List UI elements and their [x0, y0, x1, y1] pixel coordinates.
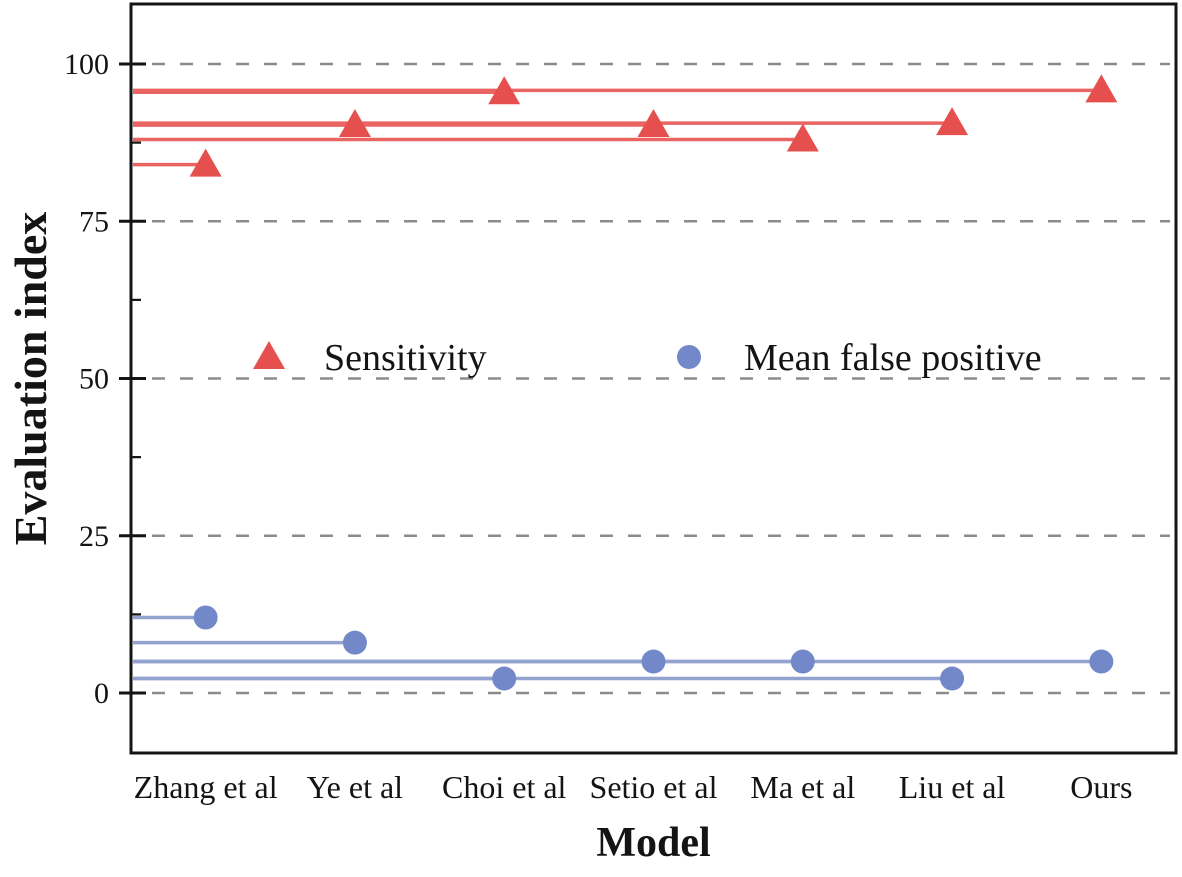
y-tick-label: 25 [79, 520, 109, 553]
legend-sensitivity-marker [253, 341, 285, 369]
x-category-label: Ma et al [750, 769, 855, 805]
mfp-point-1 [342, 630, 367, 655]
x-category-label: Choi et al [442, 769, 567, 805]
y-tick-label: 100 [64, 48, 109, 81]
x-category-label: Ye et al [307, 769, 403, 805]
legend-mfp-marker [677, 345, 701, 369]
sensitivity-point-4 [786, 123, 819, 152]
y-tick-label: 75 [79, 205, 109, 238]
x-category-label: Liu et al [899, 769, 1006, 805]
x-category-label: Setio et al [590, 769, 718, 805]
mfp-point-6 [1089, 649, 1114, 674]
legend-sensitivity-label: Sensitivity [324, 337, 487, 379]
mfp-point-5 [940, 666, 965, 691]
sensitivity-point-6 [1085, 74, 1118, 103]
sensitivity-point-3 [637, 109, 670, 138]
sensitivity-point-0 [189, 148, 222, 177]
sensitivity-point-5 [936, 107, 969, 136]
x-category-label: Zhang et al [134, 769, 278, 805]
sensitivity-point-2 [488, 76, 521, 105]
y-tick-label: 0 [94, 677, 109, 710]
mfp-point-0 [193, 605, 218, 630]
mfp-point-4 [790, 649, 815, 674]
x-category-label: Ours [1070, 769, 1132, 805]
sensitivity-point-1 [338, 109, 371, 138]
y-tick-label: 50 [79, 363, 109, 396]
y-axis-title: Evaluation index [5, 212, 56, 546]
plot-frame [129, 2, 1178, 755]
x-axis-title: Model [596, 820, 710, 866]
legend-mfp-label: Mean false positive [744, 337, 1042, 379]
mfp-point-2 [492, 666, 517, 691]
mfp-point-3 [641, 649, 666, 674]
